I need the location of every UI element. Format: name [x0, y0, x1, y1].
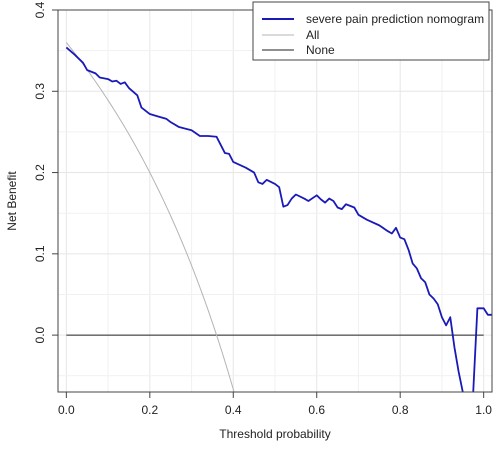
x-tick-label: 0.6: [308, 403, 325, 417]
x-axis: 0.0 0.2 0.4 0.6 0.8 1.0: [58, 392, 492, 417]
y-axis-title: Net Benefit: [5, 171, 19, 231]
y-axis: 0.0 0.1 0.2 0.3 0.4: [33, 1, 58, 343]
y-tick-label: 0.4: [33, 1, 47, 18]
nomogram-curve: [65, 46, 492, 392]
legend-label-all: All: [306, 28, 319, 42]
x-tick-label: 0.2: [141, 403, 158, 417]
y-tick-label: 0.3: [33, 83, 47, 100]
legend-label-none: None: [306, 43, 335, 57]
y-tick-label: 0.0: [33, 326, 47, 343]
y-tick-label: 0.2: [33, 164, 47, 181]
x-axis-title: Threshold probability: [219, 427, 330, 441]
y-tick-label: 0.1: [33, 245, 47, 262]
x-tick-label: 0.8: [392, 403, 409, 417]
x-tick-label: 1.0: [475, 403, 492, 417]
series-layer: [65, 42, 492, 392]
legend: severe pain prediction nomogram All None: [252, 1, 490, 61]
legend-box: [252, 1, 490, 61]
x-tick-label: 0.0: [58, 403, 75, 417]
legend-label-nomogram: severe pain prediction nomogram: [306, 12, 484, 26]
all-curve: [65, 42, 235, 392]
x-tick-label: 0.4: [225, 403, 242, 417]
